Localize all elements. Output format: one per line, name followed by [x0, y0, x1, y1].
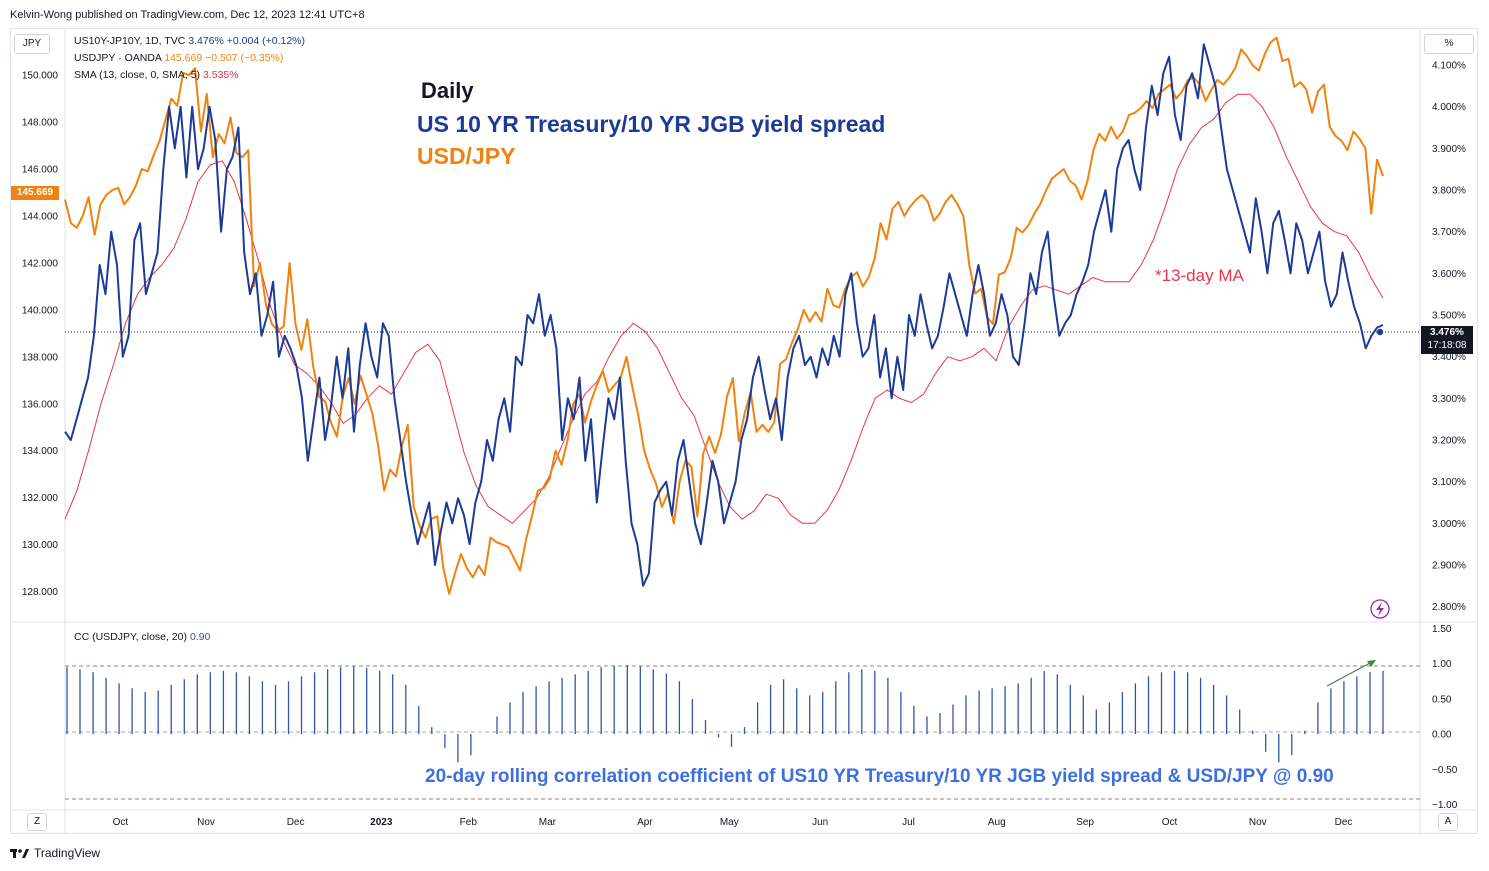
right-axis-tick: 3.700% — [1432, 227, 1466, 238]
time-axis-label: Aug — [988, 817, 1006, 828]
left-axis-tick: 128.000 — [22, 587, 59, 598]
corr-label: 20-day rolling correlation coefficient o… — [425, 766, 1334, 787]
right-axis-tick: 3.100% — [1432, 477, 1466, 488]
legend-spread-value: 3.476% — [188, 35, 224, 47]
cc-trend-arrow — [1326, 662, 1371, 687]
cc-axis-tick: 0.50 — [1432, 694, 1452, 705]
time-axis-label: Jul — [902, 817, 915, 828]
tradingview-footer[interactable]: TradingView — [10, 846, 100, 860]
time-axis-label: Dec — [1335, 817, 1353, 828]
left-axis-tick: 148.000 — [22, 118, 59, 129]
time-axis-label: Oct — [1162, 817, 1178, 828]
left-axis-tick: 144.000 — [22, 212, 59, 223]
zoom-button[interactable]: Z — [27, 813, 47, 831]
left-axis-tick: 130.000 — [22, 540, 59, 551]
legend-sma-value: 3.535% — [202, 69, 239, 81]
usdjpy-series — [64, 36, 1384, 595]
tradingview-logo-icon — [10, 849, 29, 858]
left-axis-tick: 142.000 — [22, 258, 59, 269]
usdjpy-title: USD/JPY — [417, 143, 516, 169]
left-axis-tick: 150.000 — [22, 71, 59, 82]
time-axis-label: Jun — [812, 817, 828, 828]
ma-label: *13-day MA — [1155, 266, 1244, 285]
time-axis-label: Nov — [197, 817, 215, 828]
time-axis-label: 2023 — [370, 817, 393, 828]
chart-frame — [10, 28, 1478, 834]
legend-sma-symbol: SMA (13, close, 0, SMA, 5) — [74, 69, 201, 81]
usdjpy-last-tag: 145.669 — [11, 186, 59, 200]
spread-last-dot — [1376, 328, 1384, 336]
right-axis-tick: 3.500% — [1432, 311, 1466, 322]
right-axis-tick: 3.900% — [1432, 144, 1466, 155]
right-axis-tick: 3.600% — [1432, 269, 1466, 280]
time-axis-label: Mar — [539, 817, 557, 828]
legend-usdjpy[interactable]: USDJPY · OANDA 145.669 −0.507 (−0.35%) — [74, 52, 283, 64]
legend-cc-symbol: CC (USDJPY, close, 20) — [74, 631, 188, 643]
legend-cc-value: 0.90 — [189, 631, 211, 643]
time-axis-label: Sep — [1076, 817, 1094, 828]
right-axis-tick: 4.000% — [1432, 102, 1466, 113]
spread-last-tag: 3.476% 17:18:08 — [1421, 326, 1473, 354]
legend-usdjpy-symbol: USDJPY · OANDA — [74, 52, 162, 64]
legend-cc[interactable]: CC (USDJPY, close, 20) 0.90 — [74, 631, 210, 643]
time-axis-label: May — [720, 817, 739, 828]
cc-axis-tick: 0.00 — [1432, 730, 1452, 741]
legend-usdjpy-value: 145.669 — [164, 52, 203, 64]
legend-usdjpy-change: −0.507 (−0.35%) — [205, 52, 284, 64]
left-axis-tick: 134.000 — [22, 446, 59, 457]
right-axis-tick: 3.400% — [1432, 352, 1466, 363]
spread-title: US 10 YR Treasury/10 YR JGB yield spread — [417, 111, 886, 137]
countdown: 17:18:08 — [1427, 340, 1467, 351]
spread-series — [64, 43, 1384, 587]
spread-last-value: 3.476% — [1430, 327, 1464, 338]
cc-axis-tick: 1.50 — [1432, 624, 1452, 635]
right-axis-tick: 3.800% — [1432, 186, 1466, 197]
legend-spread-symbol: US10Y-JP10Y, 1D, TVC — [74, 35, 186, 47]
sma-series — [64, 93, 1384, 524]
right-axis-tick: 3.000% — [1432, 519, 1466, 530]
time-axis-label: Feb — [460, 817, 478, 828]
time-axis-label: Apr — [637, 817, 653, 828]
lightning-icon — [1370, 599, 1390, 619]
cc-histogram — [66, 665, 1384, 763]
tradingview-brand: TradingView — [34, 846, 101, 860]
cc-axis-tick: −0.50 — [1432, 765, 1458, 776]
right-axis-tick: 2.800% — [1432, 602, 1466, 613]
left-axis-tick: 140.000 — [22, 305, 59, 316]
daily-label: Daily — [421, 78, 474, 103]
left-axis-tick: 138.000 — [22, 352, 59, 363]
usdjpy-line — [64, 36, 1384, 595]
cc-trend-arrowhead — [1367, 660, 1376, 667]
left-unit-button[interactable]: JPY — [14, 34, 50, 54]
spread-line — [64, 43, 1384, 587]
right-unit-button[interactable]: % — [1424, 34, 1474, 54]
left-axis-tick: 136.000 — [22, 399, 59, 410]
sma-line — [64, 93, 1384, 524]
right-axis-tick: 2.900% — [1432, 561, 1466, 572]
cc-axis-tick: −1.00 — [1432, 800, 1458, 811]
legend-spread[interactable]: US10Y-JP10Y, 1D, TVC 3.476% +0.004 (+0.1… — [74, 35, 305, 47]
time-axis-label: Nov — [1249, 817, 1267, 828]
time-axis-label: Dec — [287, 817, 305, 828]
time-axis-label: Oct — [113, 817, 129, 828]
left-axis-tick: 132.000 — [22, 493, 59, 504]
right-axis-tick: 3.300% — [1432, 394, 1466, 405]
right-axis-tick: 3.200% — [1432, 436, 1466, 447]
lightning-glyph — [1376, 602, 1384, 616]
legend-spread-change: +0.004 (+0.12%) — [226, 35, 305, 47]
publisher-line: Kelvin-Wong published on TradingView.com… — [10, 9, 365, 21]
cc-axis-tick: 1.00 — [1432, 659, 1452, 670]
legend-sma[interactable]: SMA (13, close, 0, SMA, 5) 3.535% — [74, 69, 239, 81]
auto-scale-button[interactable]: A — [1438, 813, 1458, 831]
left-axis-tick: 146.000 — [22, 165, 59, 176]
right-axis-tick: 4.100% — [1432, 61, 1466, 72]
